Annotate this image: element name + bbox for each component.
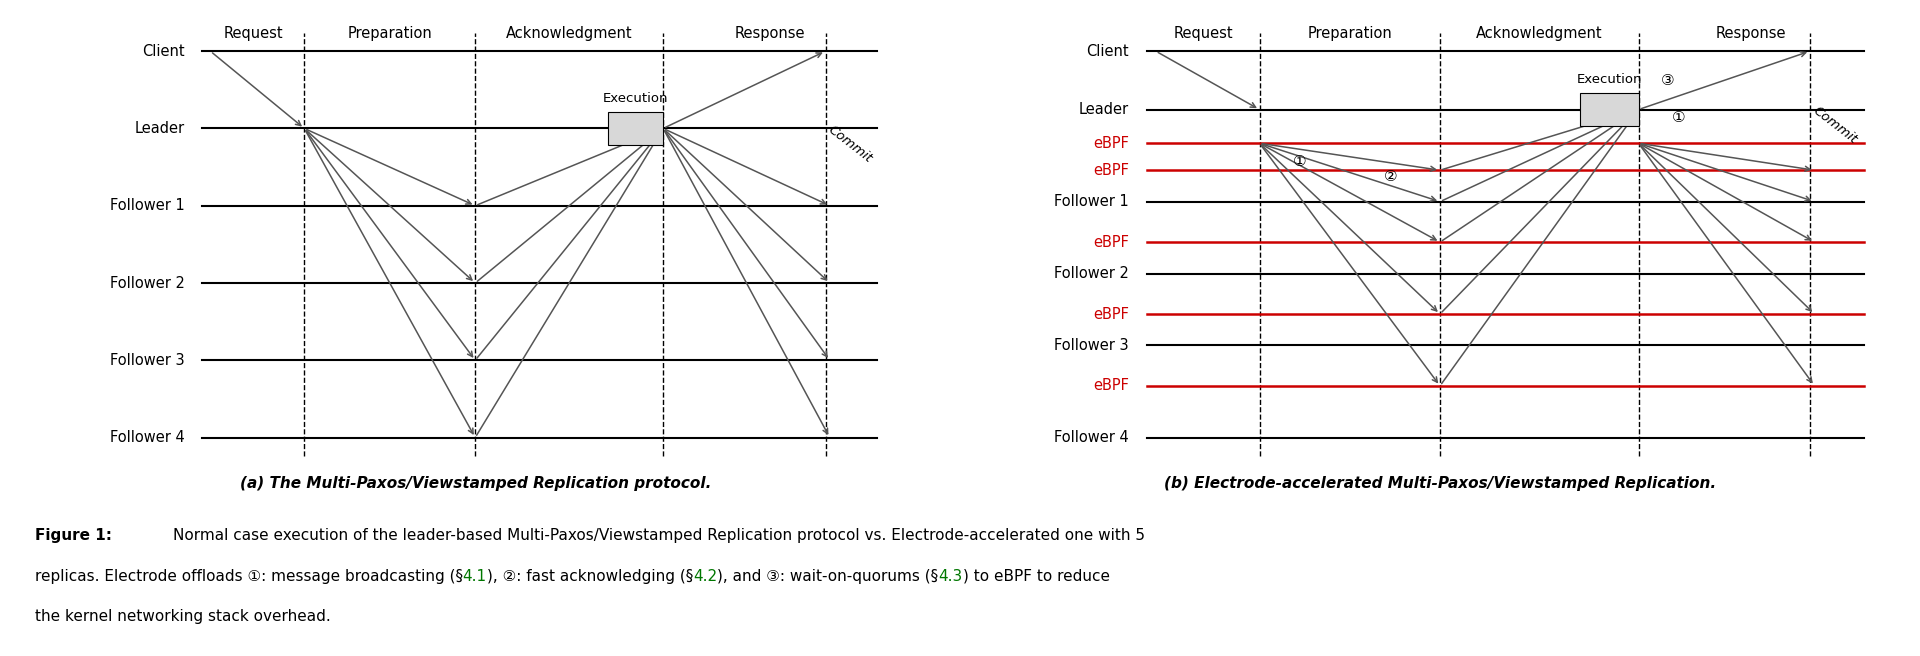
- Text: Normal case execution of the leader-based Multi-Paxos/Viewstamped Replication pr: Normal case execution of the leader-base…: [173, 528, 1144, 543]
- Text: Execution: Execution: [1576, 73, 1642, 86]
- Text: Follower 1: Follower 1: [109, 198, 184, 213]
- Text: ①: ①: [1294, 154, 1308, 169]
- Text: the kernel networking stack overhead.: the kernel networking stack overhead.: [35, 609, 330, 625]
- Text: Client: Client: [142, 44, 184, 58]
- Text: eBPF: eBPF: [1092, 379, 1129, 394]
- Text: Leader: Leader: [134, 121, 184, 136]
- Text: Follower 3: Follower 3: [109, 353, 184, 368]
- Text: Follower 2: Follower 2: [1054, 266, 1129, 281]
- Text: Commit: Commit: [1811, 104, 1859, 147]
- Text: Acknowledgment: Acknowledgment: [505, 26, 632, 41]
- Text: ), ②: fast acknowledging (§: ), ②: fast acknowledging (§: [488, 569, 693, 584]
- Text: ③: ③: [1661, 73, 1674, 88]
- Text: replicas. Electrode offloads ①: message broadcasting (§: replicas. Electrode offloads ①: message …: [35, 569, 463, 584]
- Text: Preparation: Preparation: [348, 26, 432, 41]
- Text: Client: Client: [1087, 44, 1129, 58]
- Text: Request: Request: [1173, 26, 1233, 41]
- Text: ), and ③: wait-on-quorums (§: ), and ③: wait-on-quorums (§: [718, 569, 939, 584]
- Text: Follower 4: Follower 4: [1054, 430, 1129, 445]
- Text: Preparation: Preparation: [1308, 26, 1392, 41]
- Text: Follower 3: Follower 3: [1054, 338, 1129, 353]
- Text: (a) The Multi-Paxos/Viewstamped Replication protocol.: (a) The Multi-Paxos/Viewstamped Replicat…: [240, 476, 712, 491]
- Text: 4.3: 4.3: [939, 569, 962, 584]
- Text: ①: ①: [1672, 110, 1686, 125]
- Text: Response: Response: [1716, 26, 1788, 41]
- Text: Figure 1:: Figure 1:: [35, 528, 111, 543]
- Text: Follower 2: Follower 2: [109, 276, 184, 291]
- Text: Execution: Execution: [603, 92, 668, 105]
- Text: Commit: Commit: [826, 123, 876, 165]
- Text: eBPF: eBPF: [1092, 163, 1129, 178]
- Text: ②: ②: [1384, 169, 1398, 184]
- Text: Follower 4: Follower 4: [109, 430, 184, 445]
- Text: 4.2: 4.2: [693, 569, 718, 584]
- Bar: [607, 112, 662, 145]
- Text: 4.1: 4.1: [463, 569, 488, 584]
- Text: (b) Electrode-accelerated Multi-Paxos/Viewstamped Replication.: (b) Electrode-accelerated Multi-Paxos/Vi…: [1164, 476, 1716, 491]
- Text: ) to eBPF to reduce: ) to eBPF to reduce: [962, 569, 1110, 584]
- Text: eBPF: eBPF: [1092, 136, 1129, 151]
- Text: Request: Request: [223, 26, 282, 41]
- Text: Follower 1: Follower 1: [1054, 194, 1129, 209]
- Text: eBPF: eBPF: [1092, 235, 1129, 250]
- Text: Leader: Leader: [1079, 102, 1129, 117]
- Text: Acknowledgment: Acknowledgment: [1476, 26, 1603, 41]
- Text: eBPF: eBPF: [1092, 306, 1129, 321]
- Bar: [1580, 92, 1638, 127]
- Text: Response: Response: [735, 26, 804, 41]
